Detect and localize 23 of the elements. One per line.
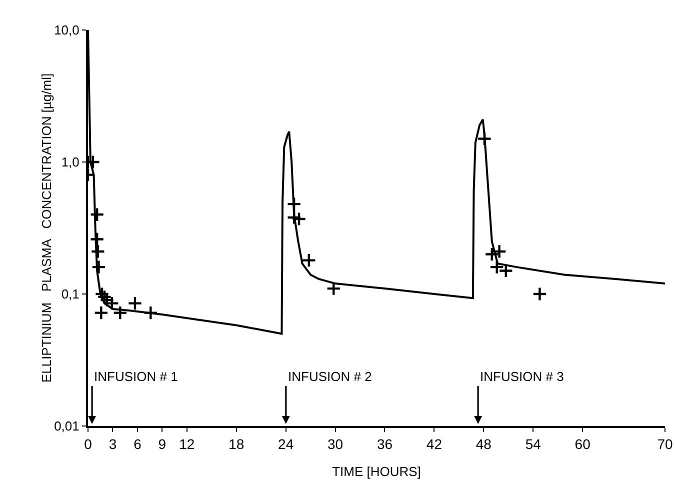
annotation: INFUSION # 1: [94, 369, 178, 384]
x-tick-label: 48: [476, 436, 492, 452]
x-tick-label: 54: [525, 436, 542, 452]
x-tick-label: 24: [278, 436, 294, 452]
x-tick-label: 18: [228, 436, 244, 452]
x-tick-label: 30: [328, 436, 344, 452]
annotation: INFUSION # 2: [288, 369, 372, 384]
y-tick-label: 0,1: [61, 286, 80, 302]
x-tick-label: 3: [108, 436, 117, 452]
x-tick-label: 9: [158, 436, 166, 452]
y-tick-label: 10,0: [54, 22, 80, 38]
y-axis-title: ELLIPTINIUM PLASMA CONCENTRATION [µg/ml]: [39, 73, 54, 383]
y-tick-label: 1,0: [61, 154, 80, 170]
x-tick-label: 42: [426, 436, 442, 452]
x-tick-label: 70: [657, 436, 673, 452]
x-tick-label: 60: [574, 436, 591, 452]
y-tick-label: 0,01: [54, 418, 80, 434]
x-tick-label: 0: [84, 436, 92, 452]
x-tick-label: 36: [376, 436, 393, 452]
x-tick-label: 6: [134, 436, 142, 452]
x-axis-title: TIME [HOURS]: [332, 464, 421, 479]
x-tick-label: 12: [179, 436, 195, 452]
annotation: INFUSION # 3: [480, 369, 564, 384]
